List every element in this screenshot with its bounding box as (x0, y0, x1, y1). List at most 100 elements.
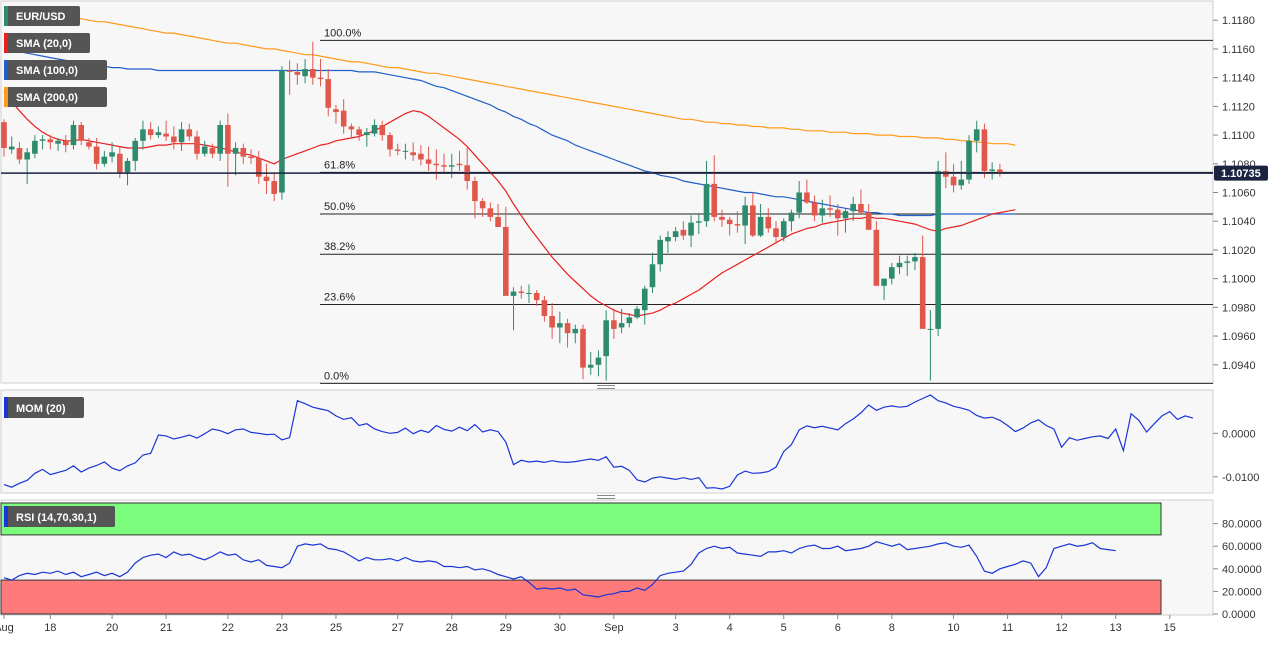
candle (248, 149, 254, 164)
candle (441, 153, 447, 173)
candle (557, 311, 563, 344)
candle (271, 172, 277, 202)
candle (487, 202, 494, 222)
candle (217, 120, 223, 161)
x-axis-label: 12 (1056, 622, 1068, 634)
candle (70, 120, 77, 150)
candle-body (503, 226, 509, 296)
candle-body (302, 69, 308, 77)
candle-body (294, 71, 301, 75)
candle (86, 137, 92, 150)
candle (433, 149, 440, 180)
candle (834, 203, 841, 236)
candle (402, 143, 409, 160)
candle-body (24, 152, 30, 160)
mom-panel (0, 389, 1214, 494)
candle (811, 195, 818, 222)
fibonacci-levels: 100.0% 61.8% 50.0% 38.2% 23.6% 0.0% (320, 27, 1213, 384)
candle-body (526, 292, 532, 294)
candle-body (587, 364, 594, 368)
price-axis-label: 1.0940 (1222, 360, 1256, 372)
candle-body (8, 146, 15, 150)
candle (394, 143, 401, 156)
candle-body (989, 169, 995, 171)
candle (827, 195, 833, 217)
candle-body (448, 165, 455, 167)
candle (564, 318, 571, 348)
candle-body (178, 129, 185, 143)
candle (788, 209, 795, 232)
candle (147, 122, 154, 140)
rsi-line-group (3, 541, 1116, 598)
candle (456, 150, 463, 171)
candle (842, 208, 849, 233)
sma20-label: SMA (20,0) (16, 38, 72, 50)
candle-body (711, 183, 718, 217)
candle-body (124, 160, 131, 173)
candle (356, 126, 362, 141)
candle-body (865, 212, 872, 230)
candle (688, 215, 694, 248)
panel-splitter-1[interactable] (597, 385, 615, 389)
x-axis-label: 3 (673, 622, 679, 634)
candle-body (734, 224, 741, 226)
candle-body (935, 170, 941, 329)
candle (425, 146, 432, 171)
candle-body (557, 323, 563, 328)
candle-body (379, 125, 386, 136)
sma100-label: SMA (100,0) (16, 65, 78, 77)
candle (186, 123, 193, 141)
candle-body (117, 153, 123, 173)
candle (194, 130, 200, 160)
candle-body (850, 203, 856, 212)
mom-axis-label: 0.0000 (1222, 428, 1256, 440)
candle (62, 135, 69, 153)
mom-tag[interactable]: MOM (20) (4, 397, 84, 418)
candle (541, 295, 548, 322)
candle (448, 153, 455, 179)
candle-body (618, 323, 625, 328)
sma100-tag[interactable]: SMA (100,0) (4, 60, 107, 80)
candle (263, 163, 270, 194)
candle-body (217, 125, 223, 154)
candle-body (564, 323, 571, 334)
candle-body (657, 239, 663, 265)
x-axis-label: 5 (781, 622, 787, 634)
candle-body (255, 158, 262, 177)
candle (927, 310, 934, 381)
price-axis-label: 1.1100 (1222, 130, 1255, 142)
fib-label-5: 0.0% (324, 370, 349, 382)
x-axis-label: 10 (947, 622, 959, 634)
sma100-line (3, 48, 1016, 217)
x-axis-label: 4 (727, 622, 733, 634)
candle (24, 147, 30, 184)
candle (410, 142, 416, 161)
candle-body (688, 222, 694, 236)
rsi-label: RSI (14,70,30,1) (16, 512, 97, 524)
candle-body (842, 211, 849, 219)
candle (711, 155, 718, 222)
candle (348, 123, 355, 138)
panel-splitter-2[interactable] (597, 495, 615, 499)
price-axis-label: 1.0980 (1222, 302, 1256, 314)
candle-body (958, 179, 965, 186)
candle-body (348, 126, 355, 130)
fib-label-3: 38.2% (324, 241, 355, 253)
current-price-label: 1.10735 (1221, 168, 1261, 180)
rsi-axis-label: 20.0000 (1222, 586, 1262, 598)
candle-body (904, 261, 911, 263)
candle (580, 324, 586, 380)
x-axis-label: 23 (276, 622, 288, 634)
x-axis-label: 20 (106, 622, 118, 634)
candle (379, 120, 386, 141)
rsi-tag[interactable]: RSI (14,70,30,1) (4, 506, 115, 527)
candle-body (495, 216, 501, 227)
candle-body (279, 70, 285, 193)
sma20-tag[interactable]: SMA (20,0) (4, 33, 90, 53)
candle (155, 126, 162, 138)
symbol-tag[interactable]: EUR/USD (4, 6, 80, 26)
sma20-line-group (3, 91, 1016, 317)
sma200-tag[interactable]: SMA (200,0) (4, 87, 107, 107)
x-axis-label: 8 (889, 622, 895, 634)
x-axis-label: 28 (446, 622, 458, 634)
